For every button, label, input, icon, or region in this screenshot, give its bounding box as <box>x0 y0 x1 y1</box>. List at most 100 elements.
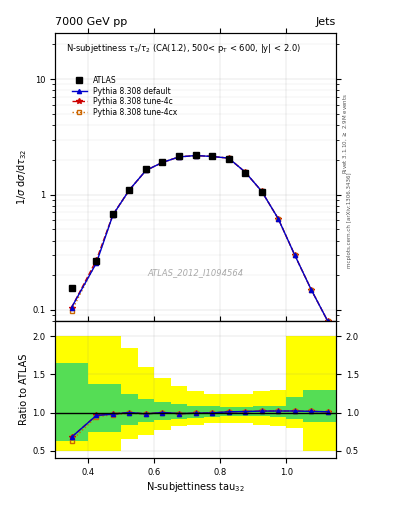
Pythia 8.308 tune-4c <box>69 305 74 311</box>
Pythia 8.308 tune-4c <box>160 159 165 165</box>
Pythia 8.308 tune-4c <box>143 167 148 174</box>
Pythia 8.308 tune-4cx <box>127 187 132 194</box>
Bar <box>237 407 253 416</box>
ATLAS <box>143 166 148 173</box>
Bar <box>253 407 270 416</box>
Bar <box>121 394 138 425</box>
Line: Pythia 8.308 tune-4cx: Pythia 8.308 tune-4cx <box>70 154 330 323</box>
Pythia 8.308 default <box>276 216 281 222</box>
Pythia 8.308 tune-4c <box>276 216 281 222</box>
Text: 7000 GeV pp: 7000 GeV pp <box>55 17 127 27</box>
Text: Rivet 3.1.10, $\geq$ 2.9M events: Rivet 3.1.10, $\geq$ 2.9M events <box>341 93 349 174</box>
ATLAS <box>127 187 132 193</box>
Bar <box>237 394 253 423</box>
ATLAS <box>193 152 198 158</box>
Bar <box>171 404 187 419</box>
Bar <box>303 390 336 422</box>
Pythia 8.308 tune-4c <box>226 155 231 161</box>
ATLAS <box>110 211 115 217</box>
Pythia 8.308 tune-4cx <box>94 259 99 265</box>
Line: Pythia 8.308 default: Pythia 8.308 default <box>70 154 330 323</box>
Pythia 8.308 default <box>226 155 231 161</box>
Bar <box>55 336 88 451</box>
Pythia 8.308 tune-4c <box>193 153 198 159</box>
Bar <box>204 394 220 423</box>
Line: ATLAS: ATLAS <box>69 152 264 291</box>
Pythia 8.308 default <box>94 260 99 266</box>
Bar <box>253 391 270 425</box>
Pythia 8.308 tune-4c <box>259 188 264 194</box>
Pythia 8.308 tune-4c <box>325 318 330 324</box>
Pythia 8.308 tune-4cx <box>309 287 314 293</box>
Pythia 8.308 default <box>160 159 165 165</box>
Pythia 8.308 tune-4cx <box>325 318 330 324</box>
Text: N-subjettiness $\tau_3/\tau_2$ (CA(1.2), 500< p$_{\rm T}$ < 600, |y| < 2.0): N-subjettiness $\tau_3/\tau_2$ (CA(1.2),… <box>66 42 301 55</box>
Pythia 8.308 default <box>325 318 330 324</box>
Pythia 8.308 tune-4cx <box>176 154 181 160</box>
Line: Pythia 8.308 tune-4c: Pythia 8.308 tune-4c <box>69 153 331 324</box>
Bar <box>154 402 171 420</box>
Pythia 8.308 tune-4c <box>210 154 215 160</box>
Text: mcplots.cern.ch [arXiv:1306.3436]: mcplots.cern.ch [arXiv:1306.3436] <box>347 173 352 268</box>
Bar <box>204 407 220 417</box>
ATLAS <box>160 159 165 165</box>
Pythia 8.308 tune-4c <box>309 287 314 293</box>
Pythia 8.308 default <box>259 188 264 194</box>
Bar <box>138 399 154 422</box>
Bar <box>121 348 138 439</box>
ATLAS <box>176 153 181 159</box>
Bar <box>303 336 336 451</box>
Pythia 8.308 tune-4cx <box>69 308 74 314</box>
Pythia 8.308 default <box>210 154 215 160</box>
Bar <box>187 406 204 418</box>
Pythia 8.308 default <box>110 212 115 218</box>
Pythia 8.308 default <box>309 287 314 293</box>
Pythia 8.308 default <box>69 305 74 311</box>
Pythia 8.308 tune-4cx <box>276 216 281 222</box>
Pythia 8.308 tune-4cx <box>210 154 215 160</box>
Pythia 8.308 tune-4cx <box>292 252 297 258</box>
Bar <box>154 378 171 430</box>
Pythia 8.308 tune-4cx <box>226 155 231 161</box>
Pythia 8.308 default <box>143 167 148 174</box>
Bar <box>270 390 286 426</box>
Y-axis label: Ratio to ATLAS: Ratio to ATLAS <box>19 354 29 425</box>
Bar <box>171 386 187 426</box>
ATLAS <box>210 153 215 159</box>
Pythia 8.308 default <box>193 153 198 159</box>
Bar <box>220 407 237 416</box>
Pythia 8.308 tune-4cx <box>143 167 148 174</box>
Pythia 8.308 tune-4c <box>94 257 99 263</box>
Pythia 8.308 tune-4c <box>243 169 248 175</box>
Pythia 8.308 tune-4cx <box>243 169 248 175</box>
ATLAS <box>259 189 264 195</box>
Pythia 8.308 tune-4cx <box>160 159 165 165</box>
Pythia 8.308 tune-4c <box>127 187 132 193</box>
Bar <box>88 336 121 451</box>
Bar <box>138 367 154 435</box>
X-axis label: N-subjettiness tau$_{32}$: N-subjettiness tau$_{32}$ <box>146 480 245 494</box>
Pythia 8.308 tune-4cx <box>193 153 198 159</box>
Bar <box>270 406 286 417</box>
Text: ATLAS_2012_I1094564: ATLAS_2012_I1094564 <box>147 268 244 276</box>
Pythia 8.308 tune-4cx <box>110 212 115 219</box>
Legend: ATLAS, Pythia 8.308 default, Pythia 8.308 tune-4c, Pythia 8.308 tune-4cx: ATLAS, Pythia 8.308 default, Pythia 8.30… <box>70 75 179 118</box>
ATLAS <box>69 285 74 291</box>
Bar <box>88 383 121 432</box>
Pythia 8.308 default <box>127 187 132 193</box>
Pythia 8.308 default <box>292 252 297 258</box>
Pythia 8.308 tune-4c <box>176 154 181 160</box>
Text: Jets: Jets <box>316 17 336 27</box>
Bar <box>55 363 88 441</box>
Pythia 8.308 tune-4c <box>292 252 297 258</box>
Pythia 8.308 tune-4c <box>110 211 115 218</box>
Bar <box>286 336 303 428</box>
Pythia 8.308 default <box>176 154 181 160</box>
Bar <box>187 391 204 425</box>
Bar <box>286 397 303 419</box>
Y-axis label: 1/$\sigma$ d$\sigma$/d$\tau_{32}$: 1/$\sigma$ d$\sigma$/d$\tau_{32}$ <box>16 149 29 205</box>
ATLAS <box>226 156 231 162</box>
Bar <box>220 394 237 423</box>
Pythia 8.308 tune-4cx <box>259 188 264 194</box>
ATLAS <box>243 169 248 176</box>
